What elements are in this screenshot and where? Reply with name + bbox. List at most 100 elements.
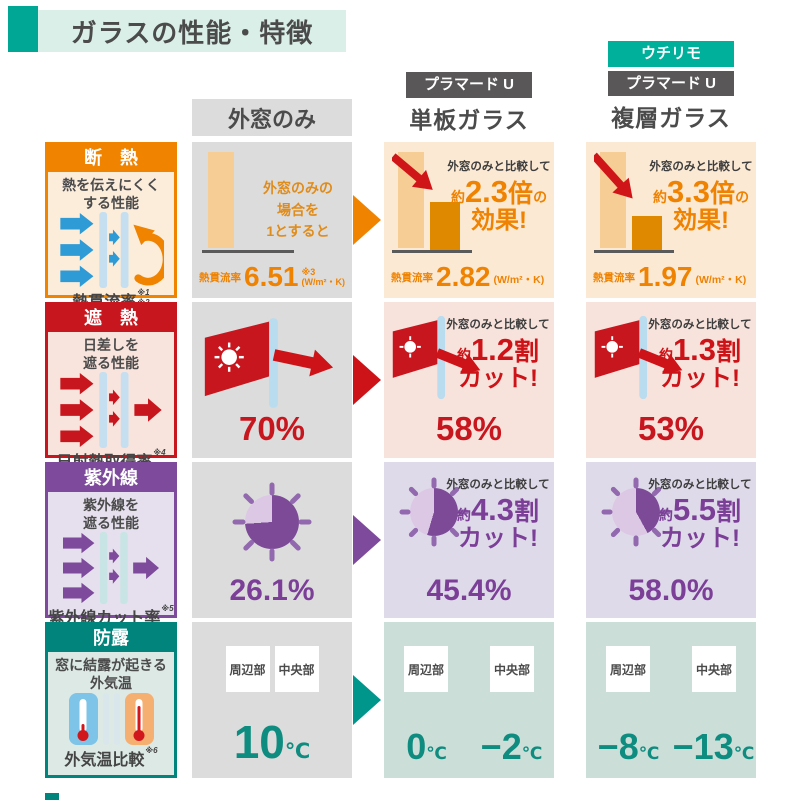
- heat-insulation-icon: [50, 212, 172, 289]
- category-card-condensation: 防露 窓に結露が起きる 外気温: [45, 622, 177, 778]
- category-body: 熱を伝えにくく する性能: [48, 172, 174, 317]
- thermometer-comparison-icon: [50, 692, 172, 746]
- edge-label: 周辺部: [404, 646, 448, 692]
- cell-uv-single: 外窓のみと比較して 約4.3割 カット! 45.4%: [384, 462, 554, 618]
- category-title: 防露: [48, 625, 174, 652]
- uv-sun-pie-icon: [232, 482, 312, 562]
- flow-arrow-icon: [353, 515, 381, 565]
- solar-gain-value: 70%: [238, 410, 306, 447]
- decrease-arrow-icon: [594, 152, 633, 199]
- category-body: 窓に結露が起きる 外気温 外気温比較 ※6: [48, 652, 174, 775]
- row-shading: 遮 熱 日差しを 遮る性能: [0, 302, 800, 471]
- footnote-marks: ※5: [161, 604, 174, 614]
- category-body: 日差しを 遮る性能: [48, 332, 174, 477]
- cell-shading-baseline: 70%: [192, 302, 352, 458]
- flow-arrow-icon: [353, 675, 381, 725]
- category-card-uv: 紫外線 紫外線を 遮る性能: [45, 462, 177, 627]
- solar-gain-value: 53%: [637, 410, 705, 447]
- cell-uv-double: 外窓のみと比較して 約5.5割 カット! 58.0%: [586, 462, 756, 618]
- column-name: 単板ガラス: [409, 106, 529, 133]
- row-condensation: 防露 窓に結露が起きる 外気温: [0, 622, 800, 778]
- row-insulation: 断 熱 熱を伝えにくく する性能: [0, 142, 800, 311]
- cell-condensation-baseline: 周辺部 中央部 10℃: [192, 622, 352, 778]
- sunlight-through-glass-icon: [594, 315, 683, 400]
- decrease-arrow-icon: [392, 153, 433, 190]
- category-title: 遮 熱: [48, 305, 174, 332]
- center-label: 中央部: [692, 646, 736, 692]
- bar-improved: [430, 202, 460, 250]
- cell-uv-baseline: 26.1%: [192, 462, 352, 618]
- flow-arrow-icon: [353, 195, 381, 245]
- unit-stack: ※3 (W/m²・K): [301, 267, 346, 288]
- category-body: 紫外線を 遮る性能: [48, 492, 174, 633]
- comparison-note: 外窓のみと比較して 約3.3倍の 効果!: [649, 161, 753, 234]
- edge-label: 周辺部: [225, 646, 270, 692]
- category-card-insulation: 断 熱 熱を伝えにくく する性能: [45, 142, 177, 311]
- temperature-values: 10℃: [233, 716, 311, 768]
- bar-axis: [202, 250, 294, 253]
- temperature-values: −8℃ −13℃: [597, 726, 755, 767]
- u-value-baseline: 熱貫流率 6.51 ※3 (W/m²・K): [199, 261, 346, 293]
- comparison-note: 外窓のみと比較して 約1.3割 カット!: [648, 319, 752, 392]
- cell-shading-single: 外窓のみと比較して 約1.2割 カット! 58%: [384, 302, 554, 458]
- glass-pane-icon: [113, 693, 120, 746]
- category-description: 日差しを 遮る性能: [83, 337, 139, 372]
- column-header-baseline: 外窓のみ: [192, 99, 352, 136]
- cell-condensation-double: 周辺部 中央部 −8℃ −13℃: [586, 622, 756, 778]
- brand-badge: プラマード U: [608, 70, 734, 96]
- column-header-double-glass: ウチリモ プラマード U 複層ガラス: [586, 41, 756, 133]
- sun-blocking-icon: [50, 372, 172, 449]
- bar-axis: [594, 250, 674, 253]
- cell-shading-double: 外窓のみと比較して 約1.3割 カット! 53%: [586, 302, 756, 458]
- position-labels: 周辺部 中央部: [384, 646, 554, 692]
- uv-sun-pie-icon: [398, 476, 470, 548]
- category-card-shading: 遮 熱 日差しを 遮る性能: [45, 302, 177, 471]
- hot-thermometer-icon: [124, 693, 154, 746]
- bar-improved: [632, 216, 662, 250]
- comparison-note: 外窓のみと比較して 約5.5割 カット!: [648, 479, 752, 552]
- u-value: 熱貫流率 2.82 (W/m²・K): [391, 261, 545, 293]
- uv-sun-pie-icon: [600, 476, 672, 548]
- cell-insulation-baseline: 外窓のみの 場合を 1とすると 熱貫流率 6.51 ※3 (W/m²・K): [192, 142, 352, 298]
- edge-label: 周辺部: [606, 646, 650, 692]
- uv-blocking-icon: [50, 532, 172, 605]
- center-label: 中央部: [274, 646, 319, 692]
- category-description: 窓に結露が起きる 外気温: [55, 657, 167, 692]
- flow-arrow-icon: [353, 355, 381, 405]
- comparison-note: 外窓のみと比較して 約4.3割 カット!: [446, 479, 550, 552]
- comparison-note: 外窓のみと比較して 約2.3倍の 効果!: [447, 161, 551, 234]
- position-labels: 周辺部 中央部: [192, 646, 352, 692]
- temperature-values: 0℃ −2℃: [406, 726, 543, 767]
- solar-gain-value: 58%: [435, 410, 503, 447]
- category-description: 紫外線を 遮る性能: [83, 497, 139, 532]
- category-metric-label: 外気温比較 ※6: [64, 746, 158, 769]
- row-uv: 紫外線 紫外線を 遮る性能: [0, 462, 800, 627]
- uv-cut-value: 58.0%: [628, 574, 714, 607]
- title-accent-square: [8, 6, 38, 52]
- u-value: 熱貫流率 1.97 (W/m²・K): [593, 261, 747, 293]
- bar-axis: [392, 250, 472, 253]
- cold-thermometer-icon: [68, 693, 98, 746]
- cell-insulation-double: 外窓のみと比較して 約3.3倍の 効果! 熱貫流率 1.97 (W/m²・K): [586, 142, 756, 298]
- comparison-note: 外窓のみと比較して 約1.2割 カット!: [446, 319, 550, 392]
- bar-baseline: [208, 152, 234, 248]
- footnote-marks: ※6: [145, 746, 158, 755]
- cell-condensation-single: 周辺部 中央部 0℃ −2℃: [384, 622, 554, 778]
- column-name: 複層ガラス: [611, 105, 731, 131]
- sunlight-through-glass-icon: [392, 315, 481, 400]
- uv-cut-value: 26.1%: [229, 574, 315, 607]
- page-title: ガラスの性能・特徴: [38, 10, 346, 52]
- glass-pane-icon: [102, 693, 109, 746]
- cell-insulation-single: 外窓のみと比較して 約2.3倍の 効果! 熱貫流率 2.82 (W/m²・K): [384, 142, 554, 298]
- uchirimo-badge: ウチリモ: [608, 41, 734, 67]
- column-header-single-glass: プラマード U 単板ガラス: [384, 72, 554, 135]
- category-title: 紫外線: [48, 465, 174, 492]
- category-title: 断 熱: [48, 145, 174, 172]
- position-labels: 周辺部 中央部: [586, 646, 756, 692]
- footnote-marks: ※4: [153, 448, 166, 458]
- baseline-caption: 外窓のみの 場合を 1とすると: [263, 180, 333, 240]
- center-label: 中央部: [490, 646, 534, 692]
- next-section-edge: [45, 793, 59, 800]
- uv-cut-value: 45.4%: [426, 574, 512, 607]
